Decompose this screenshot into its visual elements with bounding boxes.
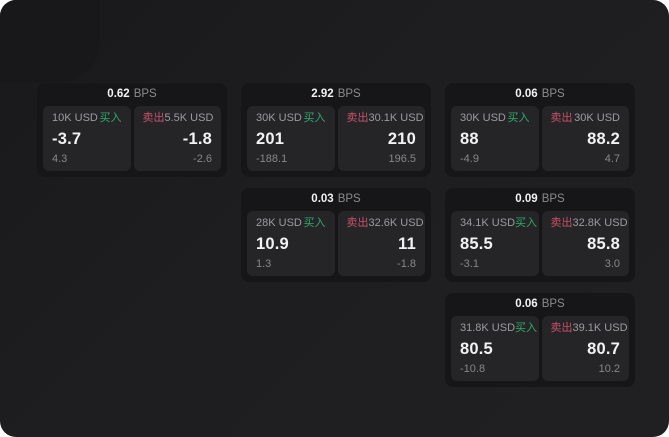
sell-amount: 5.5K USD bbox=[164, 112, 214, 124]
sell-price: 80.7 bbox=[587, 339, 620, 358]
buy-price: 85.5 bbox=[460, 234, 493, 253]
buy-amount: 30K USD bbox=[460, 112, 506, 124]
buy-panel[interactable]: 30K USD 买入 88 -4.9 bbox=[451, 106, 539, 171]
card-header: 0.62 BPS bbox=[43, 83, 221, 106]
buy-amount: 31.8K USD bbox=[460, 322, 516, 334]
sell-price: 85.8 bbox=[587, 234, 620, 253]
sell-panel[interactable]: 卖出 5.5K USD -1.8 -2.6 bbox=[133, 106, 221, 171]
sell-price: -1.8 bbox=[182, 129, 212, 148]
sell-amount: 30.1K USD bbox=[368, 112, 424, 124]
buy-delta: -4.9 bbox=[460, 153, 479, 165]
bps-value: 0.62 bbox=[107, 87, 130, 100]
sell-delta: -1.8 bbox=[397, 258, 416, 270]
sell-side-label: 卖出 bbox=[550, 217, 573, 229]
quote-column-2: 2.92 BPS 30K USD 买入 201 -188.1 卖出 bbox=[241, 83, 431, 282]
card-header: 2.92 BPS bbox=[247, 83, 425, 106]
quote-card[interactable]: 0.03 BPS 28K USD 买入 10.9 1.3 卖出 bbox=[241, 188, 431, 282]
bps-unit-label: BPS bbox=[541, 192, 565, 205]
sell-panel[interactable]: 卖出 32.6K USD 11 -1.8 bbox=[337, 211, 425, 276]
buy-panel[interactable]: 30K USD 买入 201 -188.1 bbox=[247, 106, 335, 171]
buy-delta: -188.1 bbox=[256, 153, 288, 165]
buy-panel[interactable]: 31.8K USD 买入 80.5 -10.8 bbox=[451, 316, 539, 381]
panels-row: 28K USD 买入 10.9 1.3 卖出 32.6K USD 11 -1.8 bbox=[247, 211, 425, 276]
sell-side-label: 卖出 bbox=[550, 112, 573, 124]
quote-card[interactable]: 2.92 BPS 30K USD 买入 201 -188.1 卖出 bbox=[241, 83, 431, 177]
sell-delta: 10.2 bbox=[598, 363, 620, 375]
quote-column-3: 0.06 BPS 30K USD 买入 88 -4.9 卖出 bbox=[445, 83, 635, 387]
sell-amount: 39.1K USD bbox=[572, 322, 628, 334]
bps-unit-label: BPS bbox=[337, 192, 361, 205]
buy-price: -3.7 bbox=[52, 129, 82, 148]
buy-price: 88 bbox=[460, 129, 479, 148]
buy-delta: -10.8 bbox=[460, 363, 486, 375]
sell-price: 210 bbox=[387, 129, 416, 148]
quote-column-1: 0.62 BPS 10K USD 买入 -3.7 4.3 卖出 bbox=[37, 83, 227, 177]
quote-grid: 0.62 BPS 10K USD 买入 -3.7 4.3 卖出 bbox=[37, 83, 635, 387]
card-header: 0.06 BPS bbox=[451, 83, 629, 106]
sell-side-label: 卖出 bbox=[346, 217, 369, 229]
buy-panel[interactable]: 34.1K USD 买入 85.5 -3.1 bbox=[451, 211, 539, 276]
buy-panel[interactable]: 28K USD 买入 10.9 1.3 bbox=[247, 211, 335, 276]
sell-delta: 3.0 bbox=[604, 258, 620, 270]
bps-value: 0.06 bbox=[515, 87, 538, 100]
buy-side-label: 买入 bbox=[515, 322, 538, 334]
bps-value: 0.09 bbox=[515, 192, 538, 205]
bps-value: 2.92 bbox=[311, 87, 334, 100]
buy-delta: 4.3 bbox=[52, 153, 68, 165]
sell-side-label: 卖出 bbox=[346, 112, 369, 124]
bps-unit-label: BPS bbox=[337, 87, 361, 100]
panels-row: 10K USD 买入 -3.7 4.3 卖出 5.5K USD -1.8 -2.… bbox=[43, 106, 221, 171]
buy-amount: 10K USD bbox=[52, 112, 98, 124]
buy-price: 201 bbox=[256, 129, 285, 148]
panels-row: 34.1K USD 买入 85.5 -3.1 卖出 32.8K USD 85.8… bbox=[451, 211, 629, 276]
panels-row: 30K USD 买入 201 -188.1 卖出 30.1K USD 210 1… bbox=[247, 106, 425, 171]
sell-panel[interactable]: 卖出 30.1K USD 210 196.5 bbox=[337, 106, 425, 171]
card-header: 0.09 BPS bbox=[451, 188, 629, 211]
buy-side-label: 买入 bbox=[507, 112, 530, 124]
sell-panel[interactable]: 卖出 30K USD 88.2 4.7 bbox=[541, 106, 629, 171]
quote-card[interactable]: 0.06 BPS 31.8K USD 买入 80.5 -10.8 卖 bbox=[445, 293, 635, 387]
buy-amount: 34.1K USD bbox=[460, 217, 516, 229]
quote-card[interactable]: 0.06 BPS 30K USD 买入 88 -4.9 卖出 bbox=[445, 83, 635, 177]
panels-row: 30K USD 买入 88 -4.9 卖出 30K USD 88.2 4.7 bbox=[451, 106, 629, 171]
buy-side-label: 买入 bbox=[99, 112, 122, 124]
card-header: 0.03 BPS bbox=[247, 188, 425, 211]
sell-side-label: 卖出 bbox=[550, 322, 573, 334]
buy-delta: -3.1 bbox=[460, 258, 479, 270]
sell-price: 11 bbox=[398, 234, 416, 253]
sell-delta: 4.7 bbox=[604, 153, 620, 165]
buy-side-label: 买入 bbox=[515, 217, 538, 229]
bps-value: 0.06 bbox=[515, 297, 538, 310]
sell-amount: 32.6K USD bbox=[368, 217, 424, 229]
panels-row: 31.8K USD 买入 80.5 -10.8 卖出 39.1K USD 80.… bbox=[451, 316, 629, 381]
quote-card[interactable]: 0.62 BPS 10K USD 买入 -3.7 4.3 卖出 bbox=[37, 83, 227, 177]
bps-unit-label: BPS bbox=[133, 87, 157, 100]
buy-amount: 28K USD bbox=[256, 217, 302, 229]
buy-delta: 1.3 bbox=[256, 258, 272, 270]
card-header: 0.06 BPS bbox=[451, 293, 629, 316]
buy-side-label: 买入 bbox=[303, 112, 326, 124]
buy-panel[interactable]: 10K USD 买入 -3.7 4.3 bbox=[43, 106, 131, 171]
corner-shade bbox=[0, 0, 100, 82]
buy-amount: 30K USD bbox=[256, 112, 302, 124]
bps-value: 0.03 bbox=[311, 192, 334, 205]
quote-card[interactable]: 0.09 BPS 34.1K USD 买入 85.5 -3.1 卖出 bbox=[445, 188, 635, 282]
sell-side-label: 卖出 bbox=[142, 112, 165, 124]
sell-amount: 30K USD bbox=[574, 112, 620, 124]
sell-panel[interactable]: 卖出 39.1K USD 80.7 10.2 bbox=[541, 316, 629, 381]
buy-side-label: 买入 bbox=[303, 217, 326, 229]
bps-unit-label: BPS bbox=[541, 87, 565, 100]
sell-delta: 196.5 bbox=[388, 153, 416, 165]
sell-delta: -2.6 bbox=[193, 153, 212, 165]
bps-unit-label: BPS bbox=[541, 297, 565, 310]
sell-amount: 32.8K USD bbox=[572, 217, 628, 229]
sell-price: 88.2 bbox=[587, 129, 620, 148]
buy-price: 10.9 bbox=[256, 234, 289, 253]
buy-price: 80.5 bbox=[460, 339, 493, 358]
sell-panel[interactable]: 卖出 32.8K USD 85.8 3.0 bbox=[541, 211, 629, 276]
